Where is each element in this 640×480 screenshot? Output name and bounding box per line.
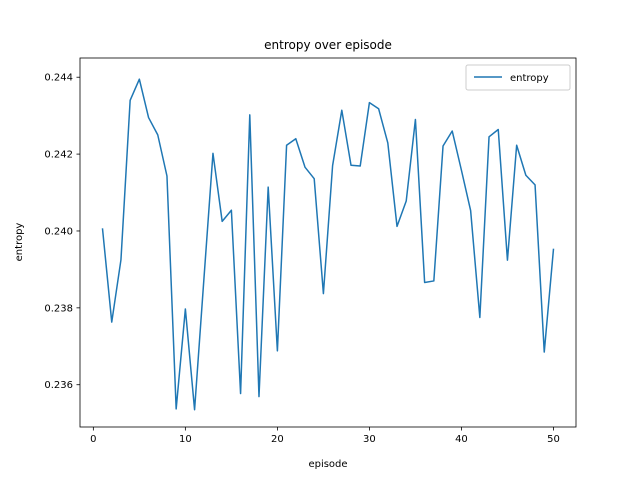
chart-title: entropy over episode bbox=[264, 38, 392, 52]
y-tick-label: 0.244 bbox=[44, 73, 73, 84]
y-tick-label: 0.242 bbox=[44, 150, 73, 161]
series-line-0 bbox=[101, 78, 555, 411]
x-tick-label: 20 bbox=[271, 434, 284, 445]
x-tick-label: 0 bbox=[90, 434, 96, 445]
axes-frame bbox=[79, 57, 577, 428]
x-tick-label: 50 bbox=[547, 434, 560, 445]
y-tick-label: 0.238 bbox=[44, 303, 73, 314]
y-tick-label: 0.240 bbox=[44, 226, 73, 237]
legend-label: entropy bbox=[510, 73, 549, 84]
x-tick-label: 40 bbox=[455, 434, 468, 445]
x-tick-label: 10 bbox=[179, 434, 192, 445]
plot-area: 0 10 20 30 40 50 0.236 0.238 0.240 0.242 0.244 entr… bbox=[44, 57, 577, 445]
y-tick-label: 0.236 bbox=[44, 380, 73, 391]
legend-box bbox=[465, 64, 571, 91]
x-axis-label: episode bbox=[308, 459, 347, 470]
x-tick-label: 30 bbox=[363, 434, 376, 445]
y-axis-label: entropy bbox=[14, 223, 25, 262]
